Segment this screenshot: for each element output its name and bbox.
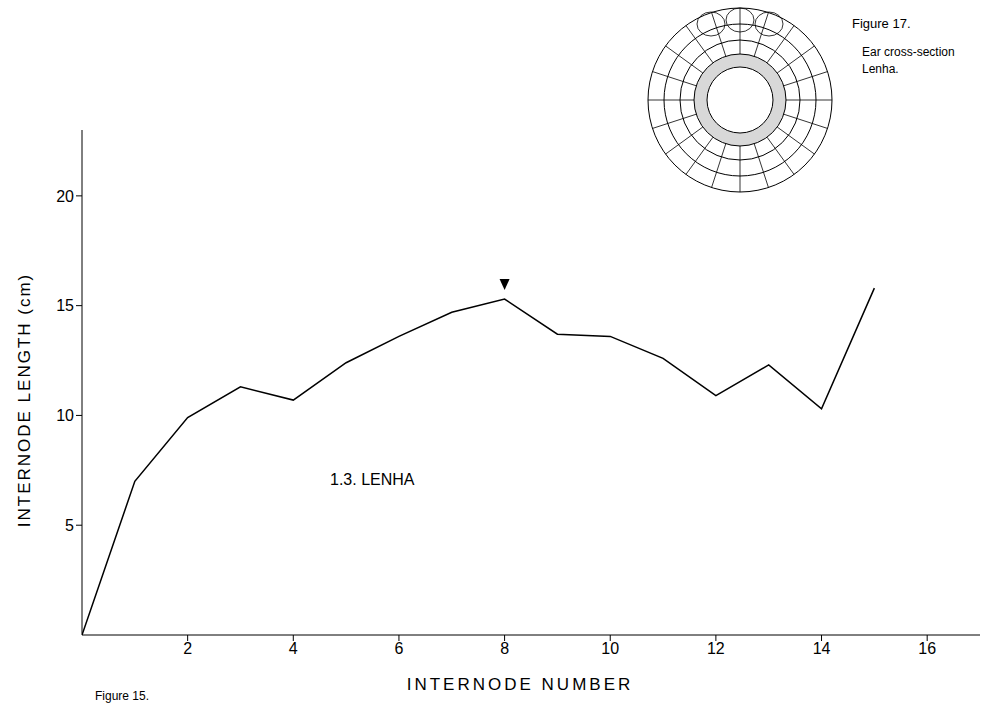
- svg-text:Figure 17.: Figure 17.: [852, 16, 911, 31]
- svg-text:INTERNODE NUMBER: INTERNODE NUMBER: [407, 675, 634, 694]
- svg-text:12: 12: [707, 640, 725, 657]
- svg-text:Ear cross-section: Ear cross-section: [862, 45, 955, 59]
- svg-text:10: 10: [601, 640, 619, 657]
- svg-text:Figure 15.: Figure 15.: [95, 689, 149, 703]
- svg-text:INTERNODE LENGTH (cm): INTERNODE LENGTH (cm): [15, 273, 34, 528]
- svg-text:4: 4: [289, 640, 298, 657]
- svg-text:Lenha.: Lenha.: [862, 62, 899, 76]
- svg-text:20: 20: [56, 188, 74, 205]
- svg-text:14: 14: [813, 640, 831, 657]
- svg-text:5: 5: [65, 517, 74, 534]
- svg-text:1.3. LENHA: 1.3. LENHA: [330, 471, 415, 488]
- svg-text:2: 2: [183, 640, 192, 657]
- svg-text:8: 8: [500, 640, 509, 657]
- svg-text:16: 16: [918, 640, 936, 657]
- svg-text:6: 6: [394, 640, 403, 657]
- svg-text:10: 10: [56, 407, 74, 424]
- svg-text:15: 15: [56, 297, 74, 314]
